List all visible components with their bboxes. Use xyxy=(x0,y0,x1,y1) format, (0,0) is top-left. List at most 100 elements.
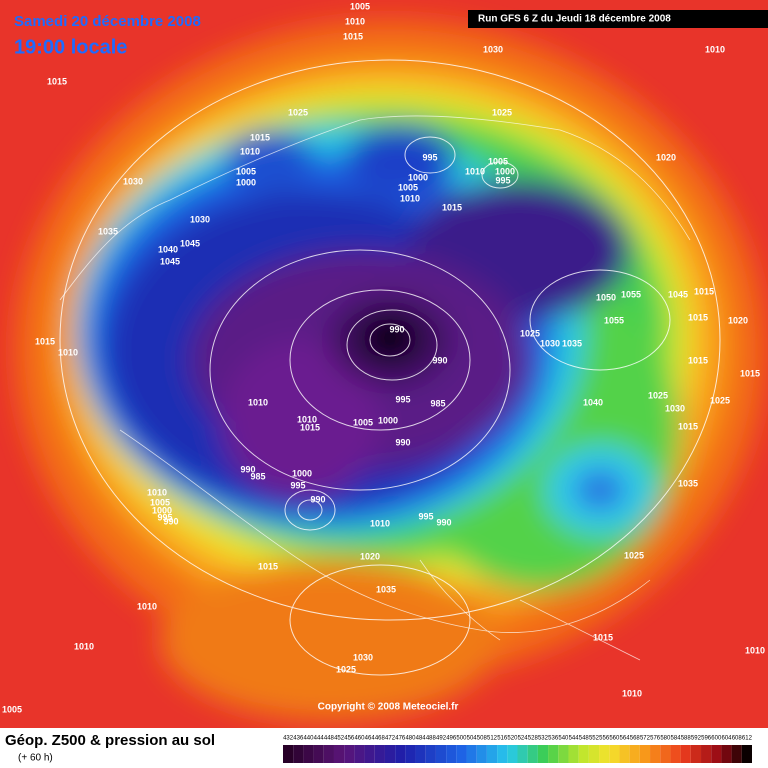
isobars xyxy=(59,59,721,676)
pressure-label: 1035 xyxy=(98,226,118,236)
scale-label: 432 xyxy=(283,736,294,742)
scale-swatch xyxy=(690,745,702,763)
pressure-label: 1015 xyxy=(343,31,363,41)
pressure-label: 1025 xyxy=(520,328,540,338)
scale-label: 584 xyxy=(671,736,682,742)
pressure-label: 1005 xyxy=(2,704,22,714)
scale-swatch xyxy=(537,745,549,763)
pressure-label: 1000 xyxy=(152,505,172,515)
pressure-label: 1000 xyxy=(292,468,312,478)
pressure-label: 1050 xyxy=(596,292,616,302)
pressure-label: 995 xyxy=(395,394,410,404)
scale-swatch xyxy=(629,745,640,763)
pressure-label: 1025 xyxy=(492,107,512,117)
pressure-label: 1015 xyxy=(593,632,613,642)
scale-swatch xyxy=(446,745,457,763)
pressure-label: 1025 xyxy=(288,107,308,117)
coastlines xyxy=(59,115,691,661)
pressure-label: 1005 xyxy=(350,1,370,11)
pressure-label: 990 xyxy=(310,494,325,504)
scale-swatch xyxy=(721,745,732,763)
scale-swatch xyxy=(711,745,722,763)
pressure-label: 985 xyxy=(250,471,265,481)
pressure-label: 1010 xyxy=(58,347,78,357)
pressure-label: 1015 xyxy=(47,76,67,86)
pressure-label: 1040 xyxy=(583,397,603,407)
scale-label: 500 xyxy=(456,736,467,742)
run-info: Run GFS 6 Z du Jeudi 18 décembre 2008 xyxy=(478,14,671,25)
pressure-label: 1010 xyxy=(370,518,390,528)
pressure-label: 1010 xyxy=(74,641,94,651)
scale-label: 440 xyxy=(303,736,314,742)
scale-label: 464 xyxy=(365,736,376,742)
pressure-label: 1025 xyxy=(710,395,730,405)
pressure-label: 1035 xyxy=(376,584,396,594)
pressure-label: 1015 xyxy=(688,355,708,365)
pressure-label: 1015 xyxy=(300,422,320,432)
scale-label: 564 xyxy=(620,736,631,742)
pressure-label: 1005 xyxy=(150,497,170,507)
scale-swatch xyxy=(497,745,508,763)
scale-label: 604 xyxy=(722,736,733,742)
pressure-label: 1025 xyxy=(336,664,356,674)
scale-label: 532 xyxy=(538,736,549,742)
scale-swatch xyxy=(425,745,436,763)
pressure-label: 1010 xyxy=(400,193,420,203)
pressure-label: 1015 xyxy=(740,368,760,378)
scale-label: 580 xyxy=(660,736,671,742)
pressure-label: 990 xyxy=(395,437,410,447)
run-box xyxy=(468,10,768,28)
pressure-label: 1020 xyxy=(360,551,380,561)
pressure-label: 1010 xyxy=(147,487,167,497)
scale-label: 492 xyxy=(436,736,447,742)
pressure-label: 1000 xyxy=(495,166,515,176)
pressure-label: 1040 xyxy=(158,244,178,254)
pressure-label: 995 xyxy=(418,511,433,521)
scale-label: 556 xyxy=(599,736,610,742)
pressure-label: 1005 xyxy=(398,182,418,192)
pressure-label: 1000 xyxy=(408,172,428,182)
scale-label: 508 xyxy=(477,736,488,742)
legend-title: Géop. Z500 & pression au sol xyxy=(5,732,215,749)
scale-swatch xyxy=(660,745,671,763)
pressure-label: 1015 xyxy=(35,336,55,346)
scale-swatch xyxy=(568,745,579,763)
scale-label: 460 xyxy=(354,736,365,742)
scale-swatch xyxy=(639,745,651,763)
pressure-label: 1015 xyxy=(250,132,270,142)
copyright: Copyright © 2008 Meteociel.fr xyxy=(318,702,459,713)
scale-swatch xyxy=(507,745,518,763)
pressure-label: 1005 xyxy=(236,166,256,176)
scale-swatch xyxy=(384,745,396,763)
weather-map: Samedi 20 décembre 2008 19:00 locale Run… xyxy=(0,0,768,728)
pressure-label: 1030 xyxy=(483,44,503,54)
pressure-label: 1020 xyxy=(728,315,748,325)
pressure-label: 995 xyxy=(157,512,172,522)
pressure-label: 1025 xyxy=(624,550,644,560)
pressure-label: 990 xyxy=(240,464,255,474)
scale-swatch xyxy=(619,745,630,763)
scale-label: 572 xyxy=(640,736,651,742)
scale-swatch xyxy=(599,745,610,763)
scale-label: 512 xyxy=(487,736,498,742)
scale-swatch xyxy=(374,745,385,763)
scale-label: 516 xyxy=(497,736,508,742)
map-date: Samedi 20 décembre 2008 xyxy=(14,13,201,30)
pressure-label: 985 xyxy=(430,398,445,408)
pressure-label: 1030 xyxy=(353,652,373,662)
pressure-label: 1010 xyxy=(465,166,485,176)
scale-label: 520 xyxy=(507,736,518,742)
scale-swatch xyxy=(680,745,691,763)
scale-label: 436 xyxy=(293,736,304,742)
scale-swatch xyxy=(486,745,498,763)
pressure-label: 990 xyxy=(389,324,404,334)
pressure-label: 1035 xyxy=(562,338,582,348)
scale-swatch xyxy=(313,745,324,763)
scale-label: 588 xyxy=(681,736,692,742)
scale-label: 480 xyxy=(405,736,416,742)
pressure-label: 1055 xyxy=(604,315,624,325)
pressure-label: 990 xyxy=(432,355,447,365)
map-time: 19:00 locale xyxy=(14,36,127,58)
scale-label: 612 xyxy=(742,736,753,742)
footer: Géop. Z500 & pression au sol (+ 60 h) 43… xyxy=(5,732,753,764)
